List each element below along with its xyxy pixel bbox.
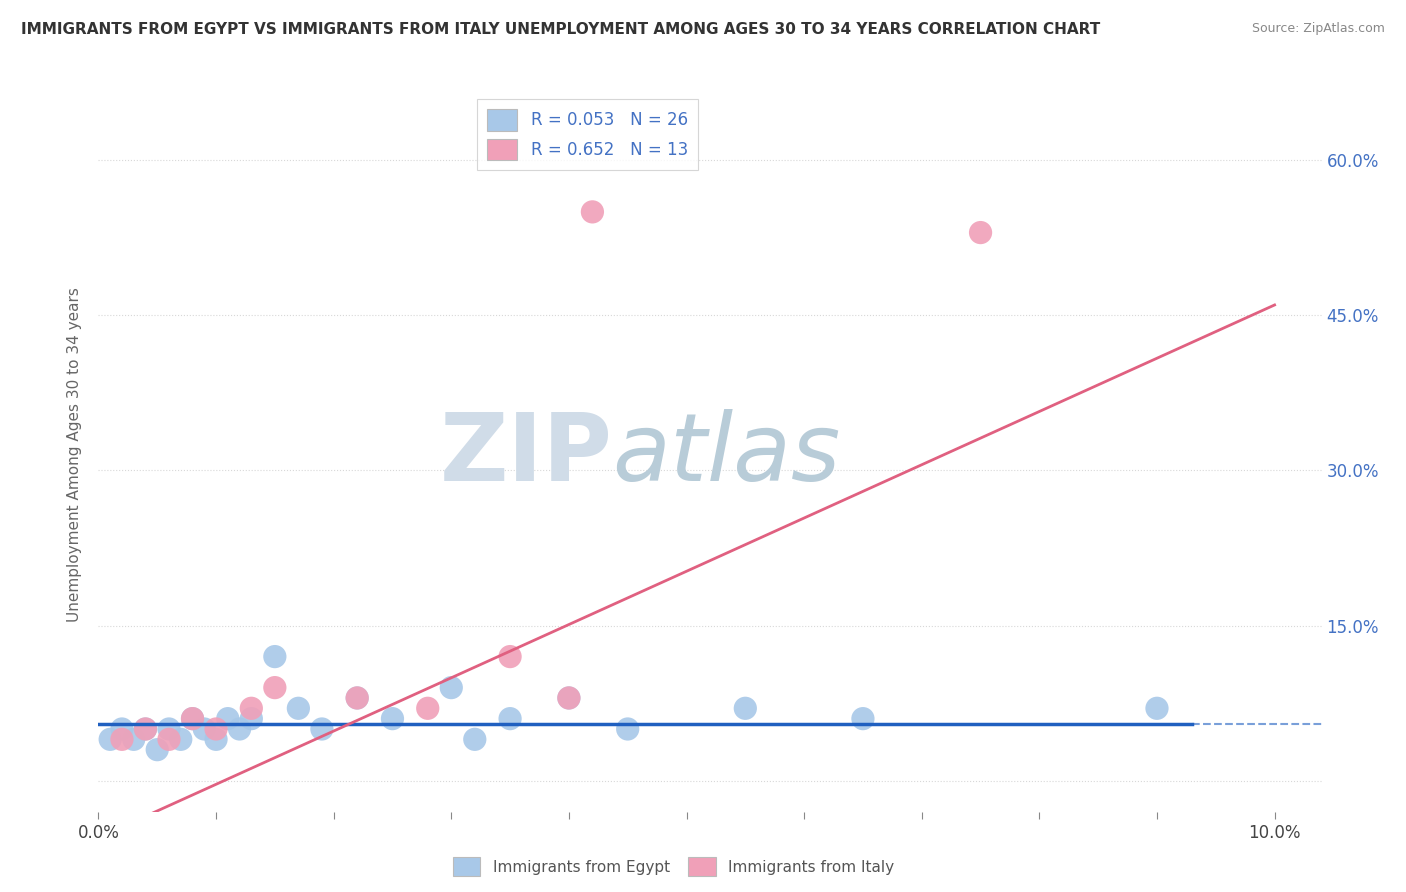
Point bbox=[346, 690, 368, 705]
Point bbox=[122, 732, 145, 747]
Point bbox=[170, 732, 193, 747]
Text: atlas: atlas bbox=[612, 409, 841, 500]
Point bbox=[217, 712, 239, 726]
Point bbox=[263, 649, 285, 664]
Point bbox=[157, 732, 180, 747]
Point bbox=[263, 681, 285, 695]
Text: Source: ZipAtlas.com: Source: ZipAtlas.com bbox=[1251, 22, 1385, 36]
Point bbox=[240, 701, 263, 715]
Point bbox=[98, 732, 121, 747]
Point bbox=[287, 701, 309, 715]
Text: ZIP: ZIP bbox=[439, 409, 612, 501]
Point bbox=[134, 722, 156, 736]
Point bbox=[111, 722, 134, 736]
Point bbox=[558, 690, 581, 705]
Point bbox=[499, 649, 522, 664]
Point bbox=[193, 722, 215, 736]
Point bbox=[616, 722, 638, 736]
Point bbox=[111, 732, 134, 747]
Text: IMMIGRANTS FROM EGYPT VS IMMIGRANTS FROM ITALY UNEMPLOYMENT AMONG AGES 30 TO 34 : IMMIGRANTS FROM EGYPT VS IMMIGRANTS FROM… bbox=[21, 22, 1101, 37]
Point bbox=[499, 712, 522, 726]
Point bbox=[205, 722, 228, 736]
Point bbox=[134, 722, 156, 736]
Y-axis label: Unemployment Among Ages 30 to 34 years: Unemployment Among Ages 30 to 34 years bbox=[67, 287, 83, 623]
Point bbox=[240, 712, 263, 726]
Point bbox=[205, 732, 228, 747]
Point bbox=[311, 722, 333, 736]
Point bbox=[440, 681, 463, 695]
Point bbox=[464, 732, 486, 747]
Point bbox=[181, 712, 204, 726]
Point bbox=[346, 690, 368, 705]
Point bbox=[228, 722, 250, 736]
Point bbox=[181, 712, 204, 726]
Point bbox=[146, 742, 169, 756]
Legend: Immigrants from Egypt, Immigrants from Italy: Immigrants from Egypt, Immigrants from I… bbox=[447, 851, 900, 882]
Point bbox=[852, 712, 875, 726]
Point bbox=[734, 701, 756, 715]
Point bbox=[416, 701, 439, 715]
Point bbox=[381, 712, 404, 726]
Point bbox=[969, 226, 991, 240]
Point bbox=[581, 205, 603, 219]
Point bbox=[157, 722, 180, 736]
Point bbox=[1146, 701, 1168, 715]
Point bbox=[558, 690, 581, 705]
